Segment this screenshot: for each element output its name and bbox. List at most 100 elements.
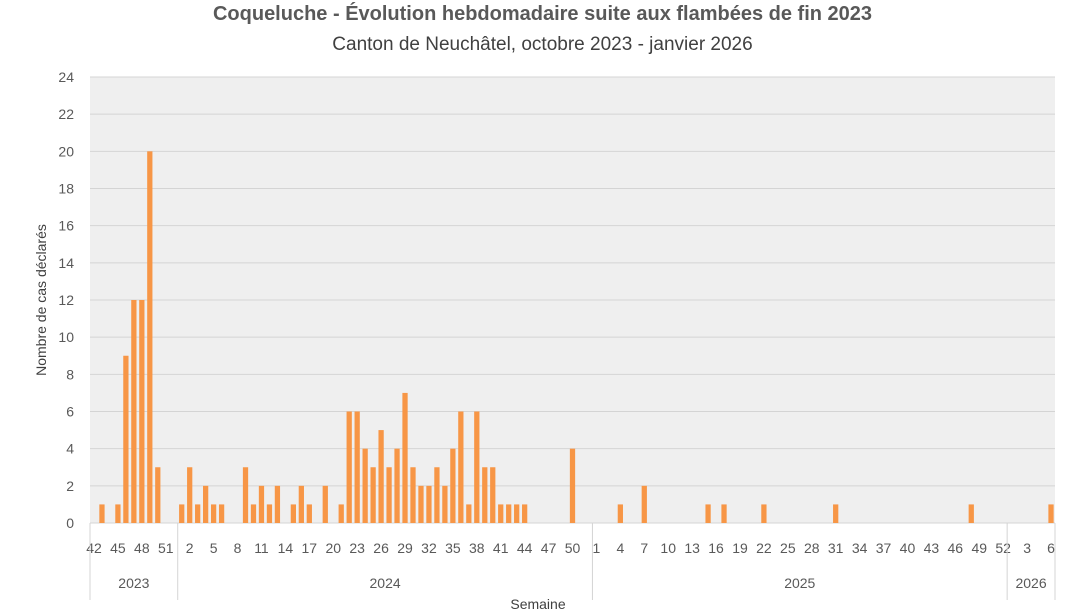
bar bbox=[569, 448, 576, 523]
bar bbox=[721, 504, 727, 523]
x-axis-ticks: 42 45 48 51 2 5 8 11 14 17 20 23 26 29 32 35 38 41 44 47 50 1… bbox=[86, 540, 1055, 556]
x-tick-label: 19 bbox=[732, 540, 748, 556]
year-label: 2024 bbox=[370, 575, 401, 591]
bar bbox=[139, 300, 145, 523]
bar bbox=[498, 504, 504, 523]
y-tick-label: 14 bbox=[58, 255, 74, 271]
x-tick-label: 11 bbox=[254, 540, 269, 556]
x-tick-label: 45 bbox=[110, 540, 126, 556]
y-tick-label: 6 bbox=[66, 404, 74, 420]
year-groups: 2023 2024 2025 2026 bbox=[89, 523, 1056, 600]
x-tick-label: 42 bbox=[86, 540, 102, 556]
x-tick-label: 2 bbox=[186, 540, 194, 556]
bar bbox=[147, 151, 153, 524]
x-tick-label: 35 bbox=[445, 540, 461, 556]
bar bbox=[258, 485, 265, 523]
x-tick-label: 47 bbox=[541, 540, 557, 556]
y-tick-label: 12 bbox=[58, 292, 74, 308]
x-tick-label: 4 bbox=[616, 540, 624, 556]
bar bbox=[522, 504, 528, 523]
x-tick-label: 17 bbox=[302, 540, 318, 556]
bar bbox=[338, 504, 344, 523]
bar bbox=[506, 504, 512, 523]
x-tick-label: 34 bbox=[852, 540, 868, 556]
bar bbox=[386, 467, 392, 523]
bar bbox=[274, 485, 281, 523]
x-tick-label: 44 bbox=[517, 540, 533, 556]
bars bbox=[99, 151, 1054, 524]
x-tick-label: 14 bbox=[278, 540, 294, 556]
x-tick-label: 25 bbox=[780, 540, 796, 556]
x-tick-label: 20 bbox=[325, 540, 341, 556]
bar bbox=[410, 467, 416, 523]
x-tick-label: 29 bbox=[397, 540, 413, 556]
bar bbox=[131, 300, 137, 523]
bar bbox=[306, 504, 312, 523]
bar bbox=[370, 467, 376, 523]
bar bbox=[402, 392, 408, 523]
y-axis-label: Nombre de cas déclarés bbox=[33, 224, 49, 376]
bar bbox=[346, 411, 352, 523]
x-tick-label: 6 bbox=[1047, 540, 1055, 556]
y-tick-label: 10 bbox=[58, 329, 74, 345]
bar bbox=[426, 485, 432, 523]
x-tick-label: 41 bbox=[493, 540, 509, 556]
bar bbox=[179, 504, 185, 523]
y-tick-label: 22 bbox=[58, 106, 74, 122]
x-tick-label: 49 bbox=[971, 540, 987, 556]
gridlines bbox=[90, 76, 1055, 524]
bar bbox=[187, 467, 193, 523]
x-tick-label: 52 bbox=[995, 540, 1011, 556]
y-tick-label: 24 bbox=[58, 69, 74, 85]
bar bbox=[1048, 504, 1054, 523]
y-tick-label: 2 bbox=[66, 478, 74, 494]
x-tick-label: 50 bbox=[565, 540, 581, 556]
bar bbox=[968, 504, 974, 523]
bar bbox=[450, 448, 456, 523]
x-tick-label: 22 bbox=[756, 540, 772, 556]
y-tick-label: 16 bbox=[58, 218, 74, 234]
x-tick-label: 37 bbox=[876, 540, 892, 556]
x-tick-label: 1 bbox=[593, 540, 601, 556]
bar bbox=[641, 485, 647, 523]
x-tick-label: 16 bbox=[708, 540, 724, 556]
x-tick-label: 40 bbox=[900, 540, 916, 556]
bar bbox=[242, 467, 249, 523]
bar bbox=[298, 485, 304, 523]
bar bbox=[322, 485, 328, 523]
bar bbox=[218, 504, 225, 523]
bar bbox=[482, 467, 488, 523]
bar bbox=[99, 504, 105, 523]
y-tick-label: 0 bbox=[66, 515, 74, 531]
bar bbox=[290, 504, 296, 523]
bar bbox=[617, 504, 623, 523]
x-tick-label: 43 bbox=[924, 540, 940, 556]
bar bbox=[434, 467, 440, 523]
x-axis-label: Semaine bbox=[510, 596, 565, 611]
x-tick-label: 51 bbox=[158, 540, 174, 556]
chart-subtitle: Canton de Neuchâtel, octobre 2023 - janv… bbox=[332, 34, 753, 55]
x-tick-label: 10 bbox=[660, 540, 676, 556]
bar bbox=[761, 504, 767, 523]
bar bbox=[354, 411, 360, 523]
x-tick-label: 5 bbox=[210, 540, 218, 556]
x-tick-label: 31 bbox=[828, 540, 844, 556]
bar bbox=[705, 504, 711, 523]
bar bbox=[394, 448, 400, 523]
year-label: 2026 bbox=[1015, 575, 1046, 591]
bar bbox=[123, 355, 129, 523]
y-tick-label: 4 bbox=[66, 441, 74, 457]
x-tick-label: 28 bbox=[804, 540, 820, 556]
bar bbox=[458, 411, 464, 523]
x-tick-label: 32 bbox=[421, 540, 437, 556]
bar bbox=[466, 504, 472, 523]
bar bbox=[442, 485, 448, 523]
bar bbox=[203, 485, 209, 523]
x-tick-label: 3 bbox=[1023, 540, 1031, 556]
bar bbox=[490, 467, 496, 523]
bar bbox=[115, 504, 121, 523]
bar bbox=[195, 504, 201, 523]
x-tick-label: 46 bbox=[948, 540, 964, 556]
